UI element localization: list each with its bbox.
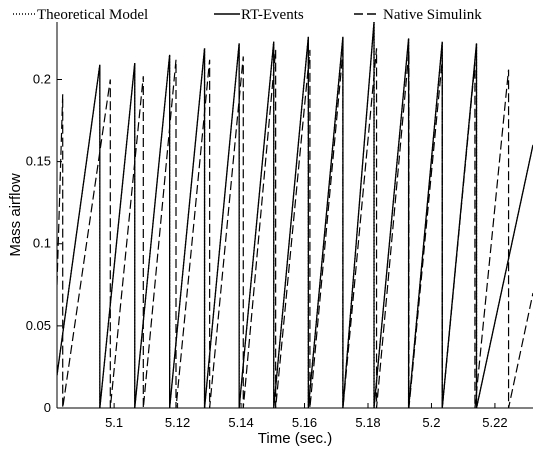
y-tick-label: 0.2 xyxy=(33,71,51,86)
x-tick-label: 5.2 xyxy=(422,415,440,430)
y-tick-label: 0.05 xyxy=(26,318,51,333)
x-tick-label: 5.1 xyxy=(105,415,123,430)
x-ticks: 5.1 5.12 5.14 5.16 5.18 5.2 5.22 xyxy=(105,403,508,430)
x-tick-label: 5.16 xyxy=(292,415,317,430)
legend-label-rt-events: RT-Events xyxy=(241,7,304,23)
legend-label-native-simulink: Native Simulink xyxy=(383,7,482,23)
legend-label-theoretical-model: Theoretical Model xyxy=(37,7,148,23)
y-tick-label: 0.1 xyxy=(33,236,51,251)
x-tick-label: 5.22 xyxy=(482,415,507,430)
x-tick-label: 5.12 xyxy=(165,415,190,430)
series-rt-events xyxy=(57,22,533,408)
legend: Theoretical Model RT-Events Native Simul… xyxy=(13,7,482,23)
x-tick-label: 5.14 xyxy=(228,415,253,430)
y-tick-label: 0.15 xyxy=(26,154,51,169)
x-tick-label: 5.18 xyxy=(355,415,380,430)
y-axis-title: Mass airflow xyxy=(7,173,24,257)
y-tick-label: 0 xyxy=(44,400,51,415)
y-ticks: 0 0.05 0.1 0.15 0.2 xyxy=(26,71,62,415)
x-axis-title: Time (sec.) xyxy=(258,430,332,447)
series-native-simulink xyxy=(57,48,533,408)
